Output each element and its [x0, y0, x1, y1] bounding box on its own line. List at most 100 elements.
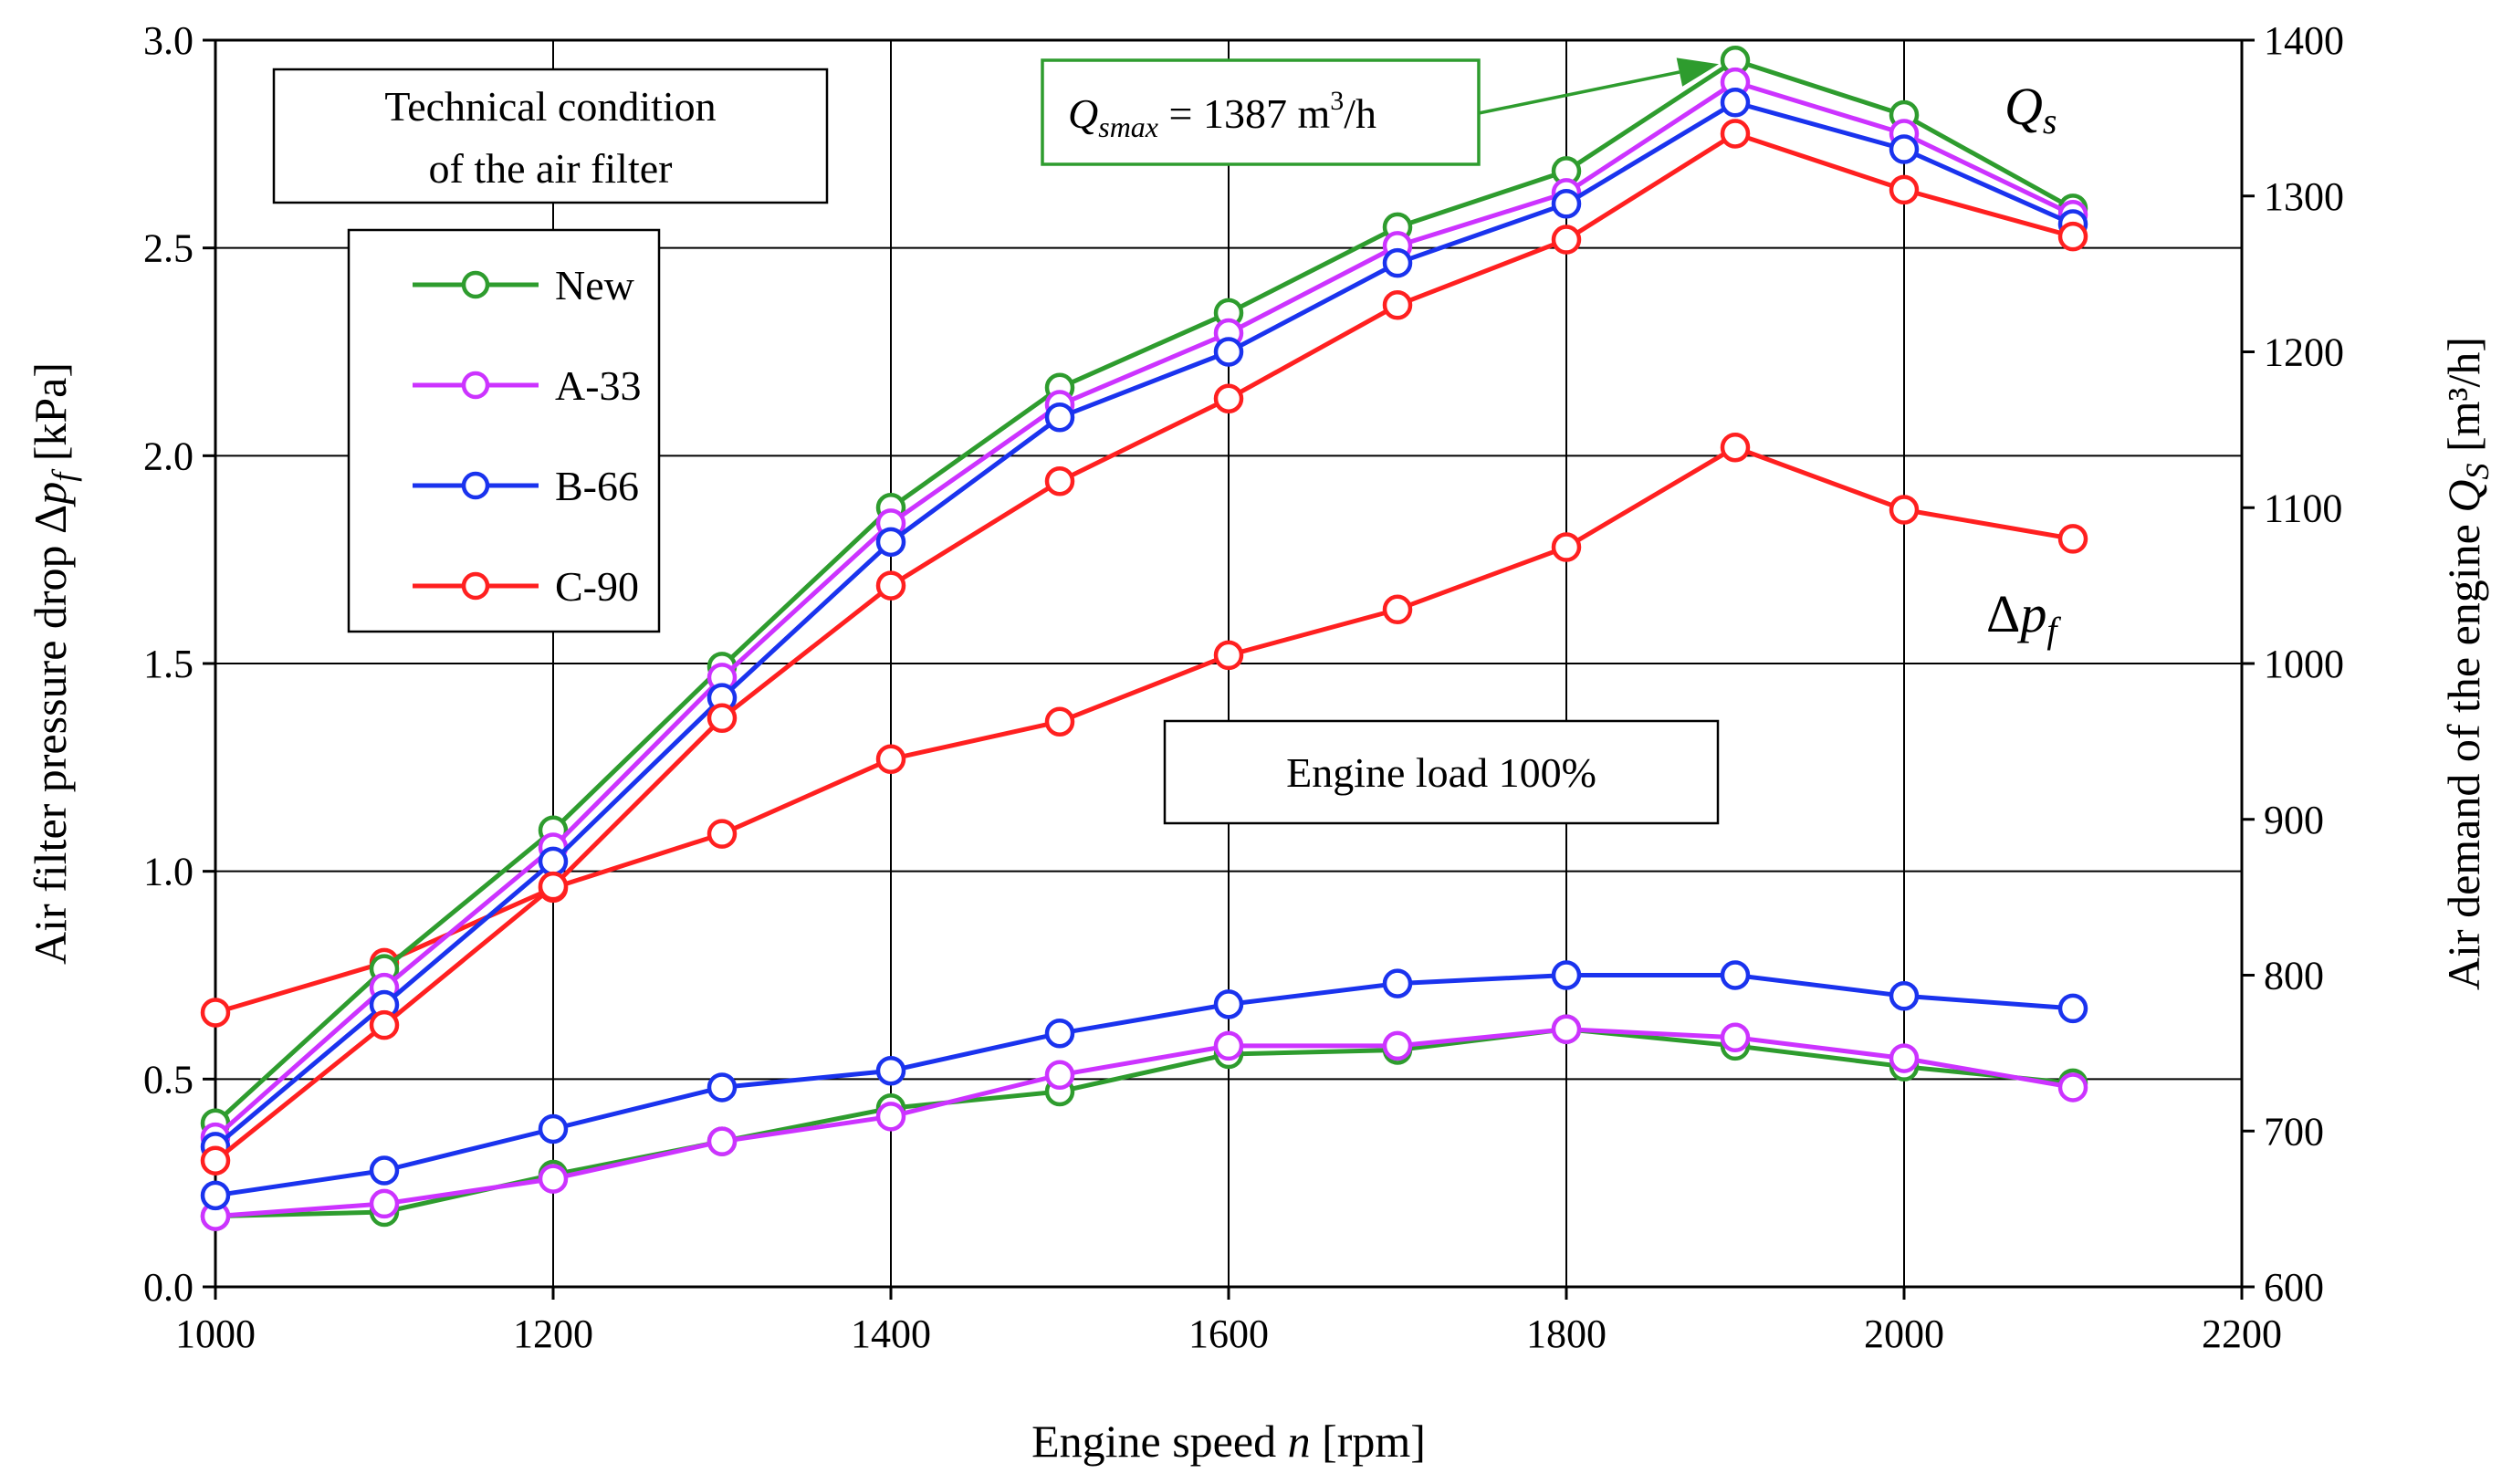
x-tick-label-1000: 1000 [175, 1312, 256, 1356]
dp-curve-label-var: p [2016, 584, 2046, 643]
x-axis-title: Engine speed n [rpm] [1031, 1416, 1426, 1467]
dp-a-33-point-1500 [1044, 1060, 1075, 1091]
dp-b-66-line [215, 973, 2074, 1198]
dp-b-66-point-1700 [1382, 968, 1413, 998]
dp-a-33-point-1100 [369, 1188, 400, 1219]
y-right-tick-label-1000: 1000 [2264, 642, 2344, 686]
legend-b-66-marker [461, 471, 490, 500]
qs-c-90-point-2100 [2057, 221, 2088, 252]
y-left-tick-label-1.0: 1.0 [143, 850, 194, 894]
dp-a-33-point-1200 [538, 1164, 569, 1194]
y-right-tick-label-900: 900 [2264, 798, 2324, 842]
qs-c-90-point-1700 [1382, 290, 1413, 320]
y-left-title-suffix: [kPa] [25, 362, 76, 473]
qs-c-90-point-2000 [1889, 174, 1920, 205]
dp-b-66-point-1300 [706, 1072, 738, 1103]
dp-b-66-point-1600 [1213, 989, 1244, 1019]
qsmax-text: = 1387 m [1158, 90, 1330, 137]
dp-a-33-point-1900 [1720, 1022, 1751, 1053]
y-right-title-sub: S [2459, 464, 2496, 480]
dp-b-66-point-1100 [369, 1155, 400, 1186]
qsmax-label: Qsmax = 1387 m3/h [1068, 86, 1376, 143]
dp-c-90-point-1900 [1720, 432, 1751, 463]
qs-c-90-point-1600 [1213, 383, 1244, 413]
qs-c-90-point-1400 [875, 570, 906, 601]
legend-title-line2: of the air filter [429, 145, 673, 192]
dp-c-90-point-1800 [1551, 532, 1582, 562]
qs-c-90-point-1200 [538, 871, 569, 902]
qs-c-90-point-1800 [1551, 225, 1582, 255]
dp-curve-label-sub: f [2046, 610, 2061, 651]
qs-c-90-point-1500 [1044, 465, 1075, 496]
qs-curve-label: Qs [2004, 77, 2057, 141]
qs-b-66-point-1800 [1551, 189, 1582, 219]
y-left-tick-label-3.0: 3.0 [143, 18, 194, 63]
qs-c-90-point-1900 [1720, 119, 1751, 149]
y-right-title-suffix: [m³/h] [2438, 337, 2489, 464]
x-tick-label-1800: 1800 [1526, 1312, 1607, 1356]
qs-c-90-point-1000 [200, 1145, 231, 1176]
qsmax-box [1041, 58, 1481, 166]
dp-a-33-point-1800 [1551, 1014, 1582, 1044]
y-right-title-var: Q [2438, 480, 2489, 513]
qs-b-66-point-1200 [538, 846, 569, 877]
dp-b-66-point-2000 [1889, 981, 1920, 1011]
dp-curve-label-delta: Δ [1986, 584, 2020, 643]
legend-box [347, 228, 661, 633]
dp-b-66-point-1400 [875, 1055, 906, 1086]
dp-b-66-point-1500 [1044, 1018, 1075, 1049]
dp-c-90-point-2100 [2057, 524, 2088, 554]
x-ticks: 1000 1200 1400 1600 1800 2000 2200 [175, 1287, 2282, 1356]
qs-new-line [214, 57, 2075, 1125]
y-right-ticks: 600 700 800 900 1000 1100 1200 1300 1400 [2242, 18, 2344, 1310]
legend-entries: New A-33 B-66 C-90 [413, 262, 642, 610]
qs-a-33-line [214, 79, 2075, 1139]
x-axis-title-var: n [1288, 1416, 1311, 1467]
y-right-tick-label-1200: 1200 [2264, 330, 2344, 375]
dp-a-33-line [215, 1027, 2074, 1219]
qsmax-sub: smax [1098, 110, 1158, 143]
y-left-tick-label-0.0: 0.0 [143, 1265, 194, 1310]
legend-title-line1: Technical condition [384, 83, 716, 130]
y-left-tick-label-2.0: 2.0 [143, 434, 194, 478]
y-left-ticks: 0.0 0.5 1.0 1.5 2.0 2.5 3.0 [143, 18, 215, 1310]
y-right-tick-label-600: 600 [2264, 1265, 2324, 1310]
x-tick-label-2000: 2000 [1864, 1312, 1944, 1356]
y-right-tick-label-800: 800 [2264, 954, 2324, 998]
dp-c-90-point-1500 [1044, 706, 1075, 737]
qs-curve-label-var: Q [2004, 77, 2043, 136]
dp-a-33-point-1600 [1213, 1030, 1244, 1061]
dp-a-33-point-1700 [1382, 1030, 1413, 1061]
dp-b-66-point-1900 [1720, 960, 1751, 990]
engine-load-label: Engine load 100% [1286, 749, 1596, 796]
dp-a-33-point-2100 [2057, 1072, 2088, 1103]
qs-b-66-point-1400 [875, 527, 906, 558]
qsmax-arrow-head [1676, 57, 1719, 87]
dp-c-90-point-1600 [1213, 640, 1244, 671]
dp-curve-label: Δpf [1986, 584, 2061, 651]
qs-c-90-point-1300 [706, 703, 738, 734]
dp-c-90-point-2000 [1889, 495, 1920, 525]
dp-c-90-line [215, 444, 2074, 1015]
qs-b-66-point-2000 [1889, 134, 1920, 164]
qs-b-66-point-1600 [1213, 337, 1244, 367]
legend-b-66-label: B-66 [555, 463, 639, 509]
qs-c-90-line [214, 131, 2074, 1163]
legend-c-90-marker [461, 571, 490, 601]
dp-c-90-point-1000 [200, 998, 231, 1028]
y-left-tick-label-0.5: 0.5 [143, 1057, 194, 1102]
y-left-title-var: p [25, 482, 76, 507]
qs-b-66-line [214, 99, 2075, 1149]
legend-new-label: New [555, 262, 635, 308]
engine-load-box [1163, 719, 1720, 825]
x-tick-label-1200: 1200 [513, 1312, 593, 1356]
qsmax-arrow-line [1478, 70, 1680, 115]
qsmax-sup: 3 [1330, 86, 1344, 116]
dp-a-33-point-2000 [1889, 1043, 1920, 1073]
x-tick-label-2200: 2200 [2202, 1312, 2282, 1356]
y-right-title-prefix: Air demand of the engine [2438, 513, 2489, 990]
qs-b-66-point-1700 [1382, 247, 1413, 278]
y-left-axis-title: Air filter pressure drop Δpf [kPa] [25, 362, 82, 965]
x-axis-title-suffix: [rpm] [1311, 1416, 1426, 1467]
